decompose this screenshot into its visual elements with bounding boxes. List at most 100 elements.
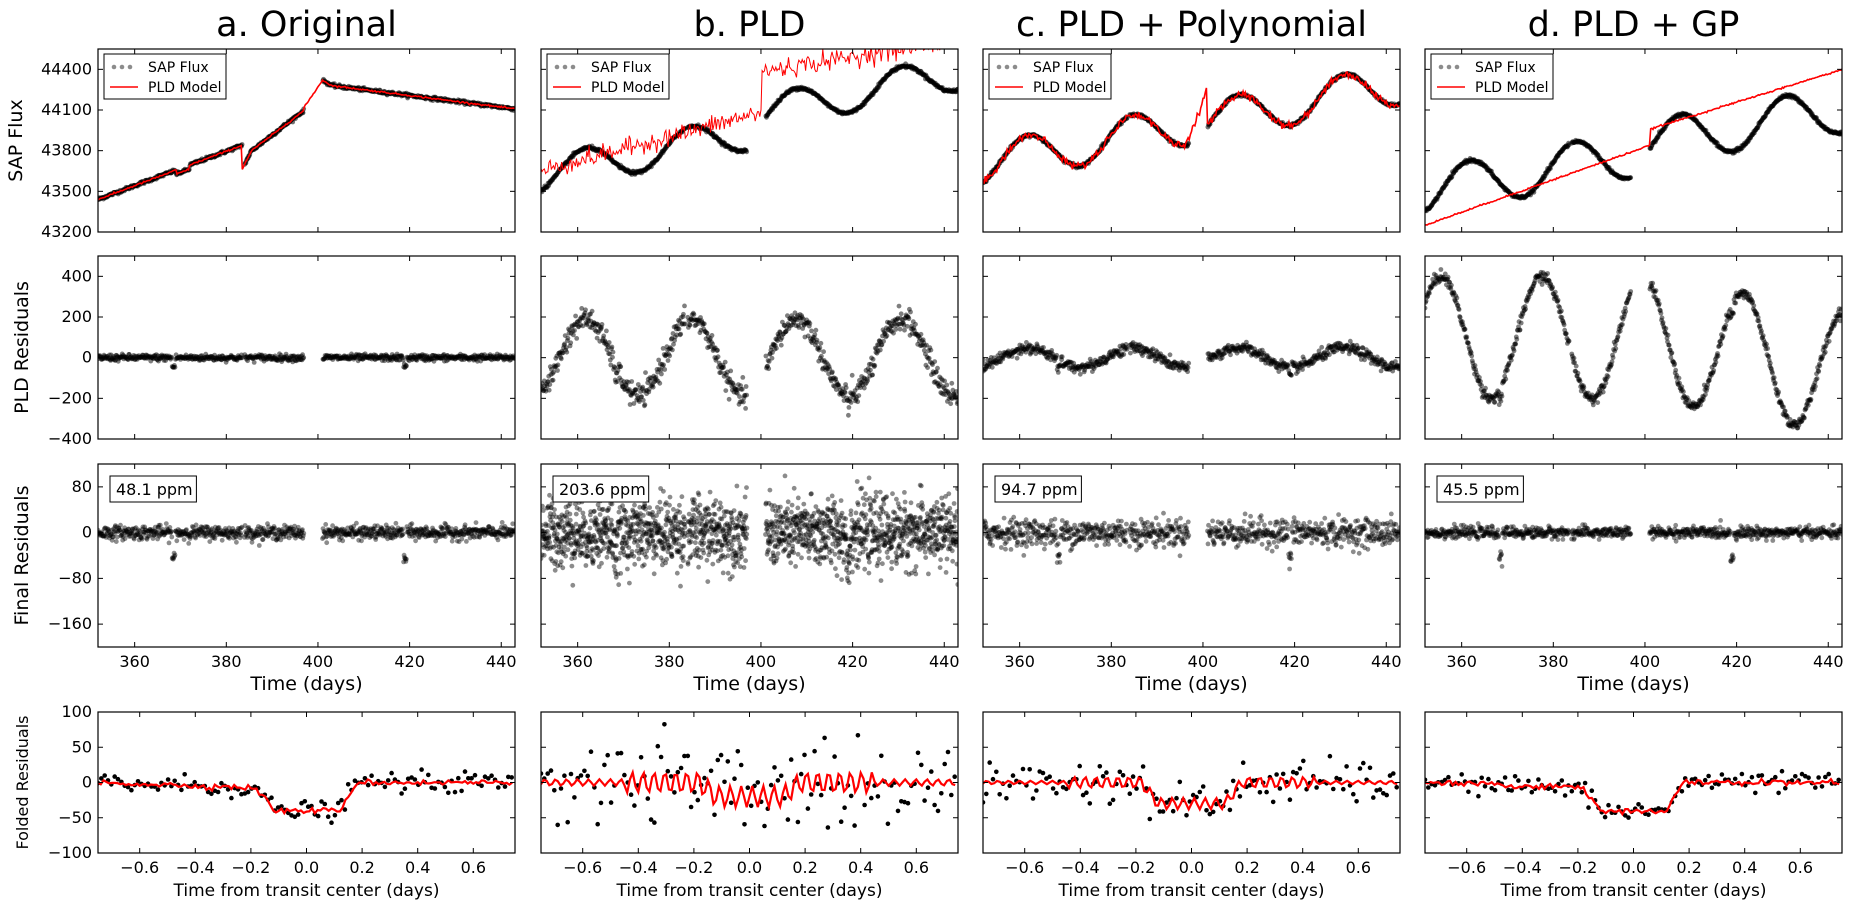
final-residual-point <box>424 532 429 538</box>
pld-residual-point <box>627 402 633 407</box>
final-residual-point <box>369 533 374 539</box>
final-residual-point <box>691 530 696 536</box>
final-residual-point <box>559 518 565 524</box>
final-residual-point <box>549 525 555 531</box>
final-residual-point <box>459 536 465 542</box>
final-residual-point <box>342 531 347 537</box>
final-residual-point <box>632 502 637 508</box>
final-residual-point <box>541 528 546 534</box>
sap-flux-point <box>744 149 750 155</box>
final-residual-point <box>401 552 407 558</box>
final-residual-point <box>371 529 377 535</box>
final-residual-point <box>253 528 259 534</box>
final-residual-point <box>255 531 261 537</box>
final-residual-point <box>645 540 650 545</box>
final-residual-point <box>143 530 149 536</box>
final-residual-point <box>619 540 625 546</box>
final-residual-point <box>561 549 567 554</box>
final-residual-point <box>452 531 457 537</box>
final-residual-point <box>237 535 243 541</box>
final-residual-point <box>135 531 140 537</box>
final-residual-point <box>658 540 664 546</box>
final-residual-point <box>670 519 676 524</box>
final-residual-point <box>649 527 655 533</box>
final-residual-point <box>491 528 496 534</box>
y-tick-label: 43500 <box>41 181 92 200</box>
final-residual-point <box>480 528 486 534</box>
final-residual-point <box>672 526 678 532</box>
final-residual-point <box>449 526 455 532</box>
final-residual-point <box>383 522 389 528</box>
final-residual-point <box>626 534 632 540</box>
final-residual-point <box>558 517 563 522</box>
pld-residual-point <box>743 406 748 411</box>
final-residual-point <box>603 530 608 536</box>
final-residual-point <box>573 521 579 527</box>
final-residual-point <box>279 530 285 535</box>
legend-marker-sap-flux <box>111 64 117 70</box>
final-residual-point <box>497 527 503 533</box>
y-axis-label-row-4: Folded Residuals <box>13 715 32 849</box>
final-residual-point <box>611 543 617 548</box>
final-residual-point <box>468 531 474 537</box>
final-residual-point <box>104 530 110 536</box>
final-residual-point <box>703 511 709 517</box>
final-residual-point <box>656 539 661 545</box>
final-residual-point <box>139 536 145 542</box>
final-residual-point <box>135 527 141 533</box>
final-residual-point <box>713 528 718 534</box>
final-residual-point <box>549 558 555 564</box>
final-residual-point <box>289 533 294 539</box>
final-residual-point <box>625 554 631 560</box>
final-residual-point <box>191 528 197 534</box>
final-residual-point <box>636 556 642 562</box>
final-residual-point <box>658 486 663 491</box>
final-residual-point <box>577 523 583 529</box>
pld-residual-point <box>934 369 939 375</box>
pld-residual-point <box>169 354 175 360</box>
final-residual-point <box>734 483 740 489</box>
final-residual-point <box>206 527 211 532</box>
folded-point <box>115 776 121 782</box>
final-residual-point <box>663 534 668 540</box>
final-residual-point <box>486 524 492 530</box>
final-residual-point <box>151 533 157 538</box>
final-residual-point <box>460 531 466 537</box>
final-residual-point <box>722 536 728 542</box>
final-residual-point <box>295 524 301 530</box>
pld-residual-point <box>615 368 621 373</box>
final-residual-point <box>559 512 565 518</box>
folded-point <box>419 767 424 772</box>
final-residual-point <box>709 524 714 530</box>
final-residual-point <box>587 535 593 540</box>
final-residual-point <box>717 524 722 529</box>
final-residual-point <box>553 559 559 564</box>
pld-residual-point <box>682 321 688 327</box>
final-residual-point <box>721 527 726 532</box>
final-residual-point <box>419 528 425 533</box>
final-residual-point <box>691 497 697 503</box>
final-residual-point <box>430 525 435 531</box>
pld-residual-point <box>631 401 637 406</box>
final-residual-point <box>186 532 192 538</box>
y-tick-label: −80 <box>58 568 92 587</box>
final-residual-point <box>595 545 600 551</box>
final-residual-point <box>385 531 391 537</box>
final-residual-point <box>569 563 575 569</box>
final-residual-point <box>498 533 504 538</box>
final-residual-point <box>285 530 291 536</box>
final-residual-point <box>738 551 744 557</box>
final-residual-point <box>637 516 643 522</box>
final-residual-point <box>219 537 225 543</box>
final-residual-point <box>718 516 723 521</box>
final-residual-point <box>124 529 130 535</box>
final-residual-point <box>281 534 286 540</box>
final-residual-point <box>576 542 581 547</box>
final-residual-point <box>180 531 186 537</box>
final-residual-point <box>680 543 685 549</box>
final-residual-point <box>584 553 590 559</box>
final-residual-point <box>441 530 447 536</box>
final-residual-point <box>587 512 593 518</box>
final-residual-point <box>407 526 413 532</box>
